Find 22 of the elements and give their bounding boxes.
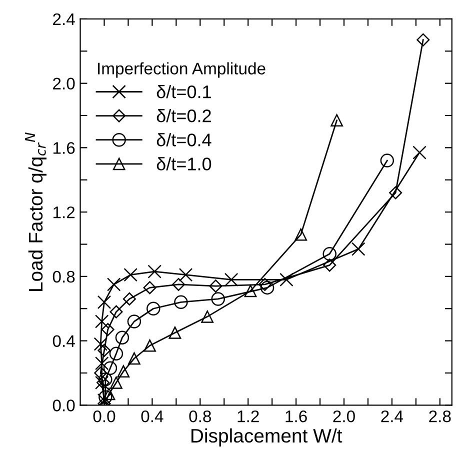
legend-label: δ/t=0.1 [156,84,211,98]
legend-title: Imperfection Amplitude [98,62,266,78]
x-axis-title: Displacement W/t [191,428,342,446]
x-tick-label: 0.4 [141,410,164,422]
legend-label: δ/t=1.0 [156,157,212,170]
x-tick-label: 1.6 [286,410,307,422]
x-tick-label: 2.8 [429,410,451,422]
y-tick-label: 0.0 [52,400,75,412]
x-tick-label: 2.4 [381,410,404,422]
y-tick-label: 1.6 [54,142,75,154]
legend-label: δ/t=0.4 [156,133,212,146]
legend-label: δ/t=0.2 [156,109,211,122]
x-tick-label: 2.0 [333,410,355,422]
y-axis-title: Load Factor q/q$_{cr}$$^{N}$ [25,132,46,291]
y-tick-label: 0.8 [52,270,75,283]
y-tick-label: 0.4 [52,335,75,348]
x-tick-label: 0.0 [93,410,116,422]
y-tick-label: 1.2 [54,206,75,218]
x-tick-label: 1.2 [238,410,259,422]
y-tick-label: 2.4 [53,13,75,25]
y-tick-label: 2.0 [53,78,75,90]
x-tick-label: 0.8 [189,410,211,422]
